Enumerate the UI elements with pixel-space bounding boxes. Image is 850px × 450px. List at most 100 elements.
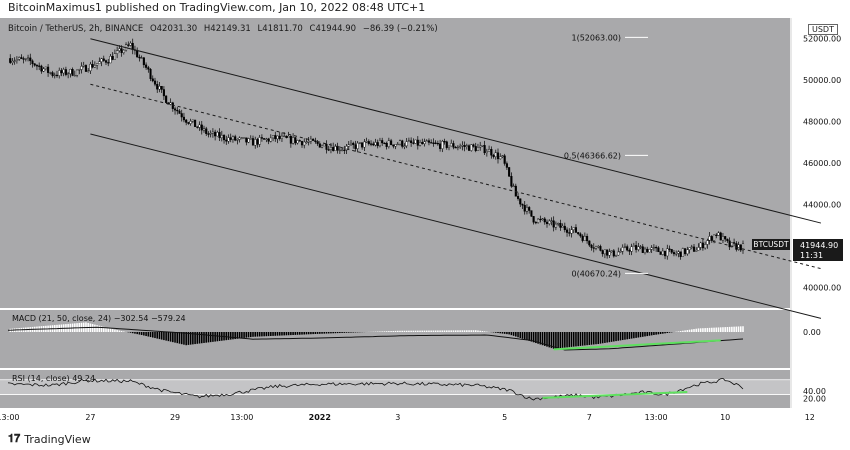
macd-histogram-bar (590, 332, 593, 345)
macd-histogram-bar (646, 332, 649, 337)
macd-histogram-bar (610, 332, 613, 342)
chart-canvas[interactable]: 1(52063.00) 0.5(46366.62) 0(40670.24) MACD… (0, 18, 850, 426)
candle (71, 69, 74, 76)
candle (505, 163, 508, 168)
macd-histogram-bar (172, 332, 174, 343)
macd-histogram-bar (408, 330, 410, 332)
candle (650, 247, 653, 250)
macd-histogram-bar (414, 330, 417, 332)
candle (545, 221, 549, 225)
channel-upper-line[interactable] (90, 38, 822, 224)
macd-histogram-bar (548, 332, 551, 348)
macd-histogram-bar (711, 327, 713, 332)
macd-histogram-bar (499, 332, 502, 334)
macd-histogram-bar (314, 332, 317, 334)
macd-histogram-bar (434, 330, 437, 332)
candle (612, 250, 615, 257)
macd-histogram-bar (588, 332, 591, 345)
candle (318, 143, 321, 148)
candle (42, 68, 45, 72)
macd-histogram-bar (423, 330, 426, 332)
candle (263, 138, 266, 140)
candle (374, 142, 377, 146)
candle (294, 137, 297, 144)
macd-divergence-line[interactable] (553, 339, 721, 351)
candle (541, 218, 544, 220)
candle (534, 221, 537, 224)
footer-brand[interactable]: TradingView (24, 432, 91, 446)
channel-lower-line[interactable] (90, 133, 822, 319)
candle (296, 140, 299, 144)
candle (679, 251, 682, 257)
candle (187, 122, 190, 124)
macd-histogram-bar (657, 332, 660, 335)
candle (539, 218, 542, 221)
candle (9, 58, 12, 63)
candle (113, 53, 116, 60)
tradingview-logo-icon[interactable]: 𝟏𝟕 (8, 432, 21, 445)
macd-histogram-bar (94, 324, 96, 332)
macd-histogram-bar (445, 330, 448, 332)
candle (111, 56, 114, 60)
time-axis-tick-label: 13:00 (0, 413, 20, 422)
candle (552, 220, 555, 228)
macd-histogram-bar (470, 330, 473, 332)
ohlc-high: H42149.31 (203, 24, 251, 34)
macd-histogram-bar (690, 329, 693, 332)
candle (657, 247, 660, 253)
macd-histogram-bar (238, 332, 241, 339)
symbol-legend[interactable]: Bitcoin / TetherUS, 2h, BINANCE O42031.3… (8, 24, 442, 34)
macd-histogram-bar (639, 332, 642, 338)
last-price-tag[interactable] (793, 238, 843, 261)
macd-histogram-bar (570, 332, 573, 347)
quote-currency-badge[interactable]: USDT (808, 24, 838, 35)
macd-histogram-bar (617, 332, 620, 341)
ohlc-change: −86.39 (−0.21%) (362, 24, 438, 34)
candle (69, 69, 72, 75)
candle (31, 60, 34, 64)
macd-histogram-bar (261, 332, 263, 337)
macd-histogram-bar (232, 332, 234, 340)
candle (145, 64, 148, 68)
macd-histogram-bar (325, 332, 328, 334)
time-axis-tick-label: 2022 (309, 413, 331, 422)
candle (289, 136, 292, 144)
macd-histogram-bar (212, 332, 214, 342)
ticker-tag[interactable] (752, 238, 790, 250)
candle (151, 78, 154, 82)
macd-histogram-bar (450, 330, 453, 332)
macd-histogram-bar (252, 332, 254, 337)
macd-histogram-bar (274, 332, 277, 336)
candle (216, 132, 219, 137)
candle (182, 116, 186, 121)
candle (140, 57, 143, 59)
candle (603, 249, 606, 255)
macd-axis-tick-label: 0.00 (803, 328, 821, 337)
candle (127, 44, 130, 46)
candle (122, 49, 125, 53)
macd-histogram-bar (319, 332, 321, 334)
candle (227, 137, 230, 142)
candle (271, 135, 275, 139)
candle (470, 144, 473, 151)
candle (610, 250, 613, 252)
candle (418, 142, 422, 146)
candle (365, 141, 368, 143)
macd-histogram-bar (575, 332, 577, 347)
candle (381, 140, 384, 144)
candle (276, 135, 279, 140)
candle (666, 248, 669, 257)
candle (247, 138, 250, 143)
price-axis-tick-label: 48000.00 (803, 118, 841, 127)
macd-histogram-bar (207, 332, 210, 343)
rsi-divergence-line[interactable] (542, 390, 688, 399)
candle (719, 232, 722, 241)
candle (33, 63, 36, 66)
candle (100, 58, 103, 62)
candle (89, 63, 92, 72)
macd-histogram-bar (428, 330, 430, 332)
macd-histogram-bar (163, 332, 165, 341)
macd-histogram-bar (283, 332, 285, 336)
macd-histogram-bar (535, 332, 537, 344)
macd-histogram-bar (267, 332, 270, 337)
